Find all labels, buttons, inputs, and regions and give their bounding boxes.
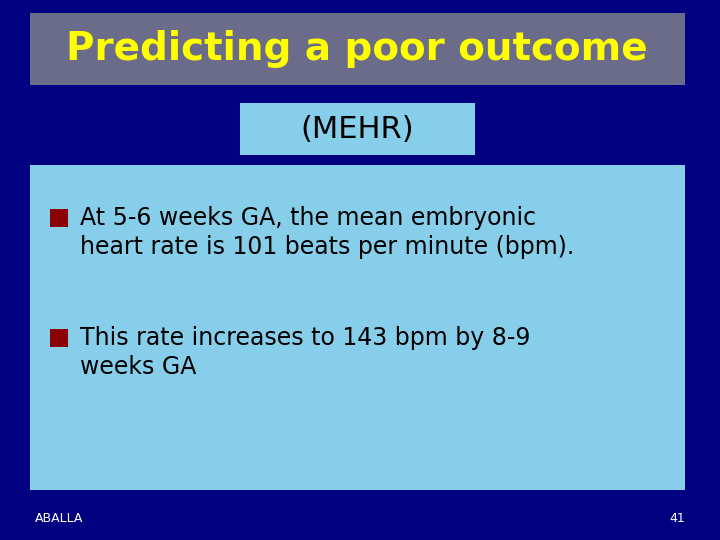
Bar	[50, 329, 68, 347]
Bar	[50, 209, 68, 227]
Text: 41: 41	[670, 511, 685, 524]
Bar	[30, 13, 685, 85]
Text: At 5-6 weeks GA, the mean embryonic: At 5-6 weeks GA, the mean embryonic	[80, 206, 536, 230]
Text: heart rate is 101 beats per minute (bpm).: heart rate is 101 beats per minute (bpm)…	[80, 235, 575, 259]
Text: ABALLA: ABALLA	[35, 511, 84, 524]
Text: Predicting a poor outcome: Predicting a poor outcome	[66, 30, 648, 68]
Text: (MEHR): (MEHR)	[300, 114, 414, 144]
Bar	[240, 103, 475, 155]
Text: This rate increases to 143 bpm by 8-9: This rate increases to 143 bpm by 8-9	[80, 326, 531, 350]
Text: weeks GA: weeks GA	[80, 355, 197, 379]
Bar	[30, 165, 685, 490]
